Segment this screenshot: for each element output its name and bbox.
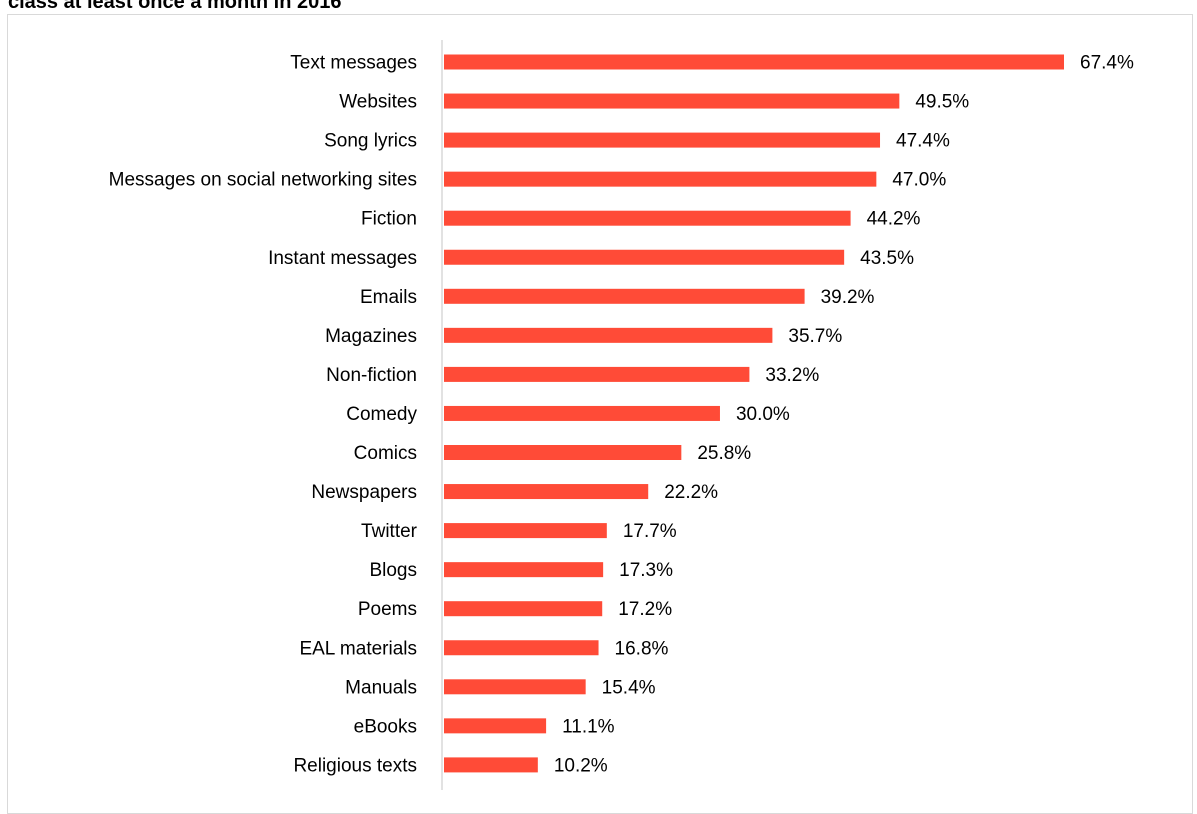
data-label: 15.4%: [602, 677, 656, 698]
data-label: 44.2%: [867, 209, 921, 230]
data-label: 30.0%: [736, 404, 790, 425]
category-label: Fiction: [361, 209, 417, 230]
category-label: Religious texts: [293, 755, 417, 776]
category-label: Instant messages: [268, 248, 417, 269]
category-label: Comedy: [346, 404, 417, 425]
category-label: Newspapers: [311, 482, 417, 503]
category-label: Poems: [358, 599, 417, 620]
data-label: 22.2%: [664, 482, 718, 503]
data-label: 49.5%: [915, 92, 969, 113]
category-label: Emails: [360, 287, 417, 308]
bar: [444, 54, 1064, 70]
data-label: 47.4%: [896, 131, 950, 152]
bar: [444, 679, 586, 695]
data-label: 43.5%: [860, 248, 914, 269]
category-label: eBooks: [354, 716, 417, 737]
category-label: Messages on social networking sites: [109, 170, 417, 191]
bar: [444, 171, 877, 187]
category-label: Magazines: [325, 326, 417, 347]
data-label: 17.2%: [618, 599, 672, 620]
data-label: 47.0%: [892, 170, 946, 191]
data-label: 11.1%: [562, 716, 615, 737]
bar: [444, 484, 649, 500]
data-label: 25.8%: [697, 443, 751, 464]
data-label: 10.2%: [554, 755, 608, 776]
bar: [444, 718, 547, 734]
data-label: 33.2%: [765, 365, 819, 386]
category-label: Song lyrics: [324, 131, 417, 152]
category-label: Blogs: [369, 560, 417, 581]
data-label: 39.2%: [821, 287, 875, 308]
bar: [444, 757, 538, 773]
data-label: 67.4%: [1080, 53, 1134, 74]
category-label: Websites: [339, 92, 417, 113]
bar: [444, 93, 900, 109]
category-label: Twitter: [361, 521, 418, 542]
data-label: 17.7%: [623, 521, 677, 542]
bar: [444, 445, 682, 460]
bar: [444, 601, 603, 617]
bar: [444, 210, 851, 226]
bar: [444, 405, 720, 421]
category-label: EAL materials: [299, 638, 417, 659]
category-label: Manuals: [345, 677, 417, 698]
bar: [444, 132, 881, 148]
bar: [444, 327, 773, 343]
category-label: Comics: [354, 443, 417, 464]
data-label: 16.8%: [615, 638, 669, 659]
bar: [444, 249, 845, 265]
category-label: Text messages: [290, 53, 417, 74]
data-label: 35.7%: [788, 326, 842, 347]
data-label: 17.3%: [619, 560, 673, 581]
bar: [444, 366, 750, 382]
bar: [444, 288, 805, 304]
bar: [444, 562, 604, 578]
chart-title: class at least once a month in 2016: [8, 0, 342, 13]
bar: [444, 640, 599, 656]
category-label: Non-fiction: [326, 365, 417, 386]
bar: [444, 523, 607, 539]
